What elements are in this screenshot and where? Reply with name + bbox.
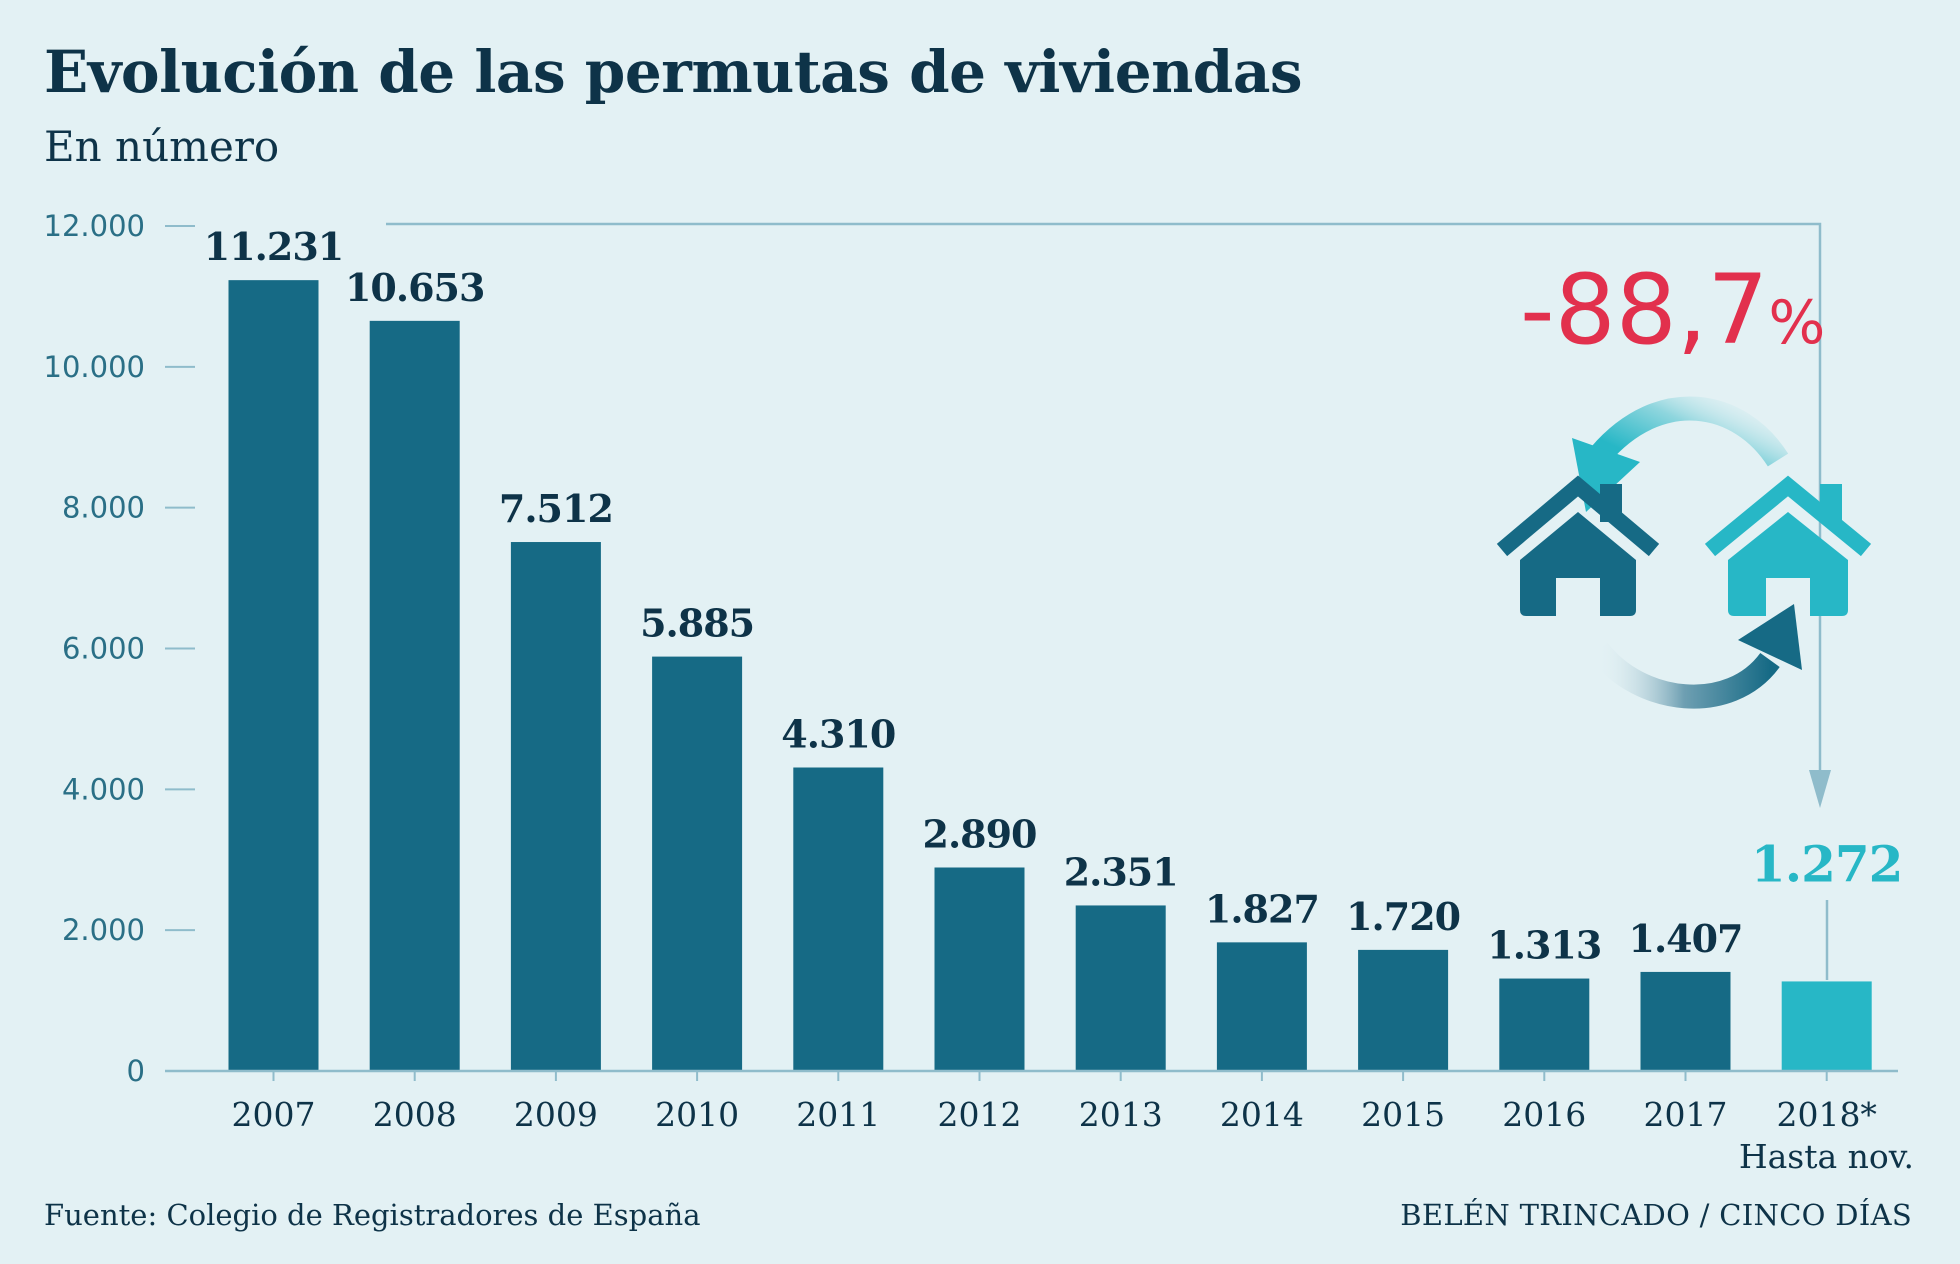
x-tick-label: 2010 [655,1095,739,1134]
bar-2012 [934,867,1025,1071]
y-tick-label: 10.000 [44,350,145,384]
y-tick-label: 0 [127,1054,145,1088]
bar-2008 [369,320,460,1071]
bar-2015 [1358,949,1449,1071]
teal-house-icon [1704,475,1872,616]
chart-subtitle: En número [44,122,280,171]
bars [228,280,1872,1072]
change-percentage: -88,7% [1520,254,1825,366]
bar-2014 [1216,942,1307,1071]
value-label-2010: 5.885 [640,601,754,646]
value-label-2013: 2.351 [1064,849,1178,894]
x-tick-label: 2014 [1220,1095,1304,1134]
x-tick-label: 2017 [1644,1095,1728,1134]
value-label-2009: 7.512 [499,486,613,531]
y-axis: 0 2.000 4.000 6.000 8.000 10.000 12.000 [44,209,195,1088]
value-label-2017: 1.407 [1629,916,1743,961]
value-label-2012: 2.890 [923,811,1037,856]
x-tick-label: 2013 [1079,1095,1163,1134]
x-tick-label: 2018* [1776,1095,1876,1134]
value-label-2007: 11.231 [204,224,343,269]
value-label-2018: 1.272 [1751,834,1903,893]
x-tick-label: 2007 [232,1095,316,1134]
x-axis: 2007 2008 2009 2010 2011 2012 2013 2014 2015 2016… [165,1069,1914,1176]
bar-2009 [510,542,601,1071]
x-tick-label: 2015 [1361,1095,1445,1134]
dark-house-icon [1496,475,1660,616]
source-note: Fuente: Colegio de Registradores de Espa… [44,1198,701,1232]
x-tick-label: 2008 [373,1095,457,1134]
bar-2016 [1499,978,1590,1071]
x-tick-label: 2012 [938,1095,1022,1134]
y-tick-label: 12.000 [44,209,145,243]
bar-2017 [1640,971,1731,1071]
value-label-2015: 1.720 [1346,894,1460,939]
x-tick-label: 2009 [514,1095,598,1134]
y-tick-label: 8.000 [62,491,145,525]
credit-note: BELÉN TRINCADO / CINCO DÍAS [1400,1198,1912,1232]
y-tick-label: 4.000 [62,772,145,806]
value-label-2011: 4.310 [781,712,895,757]
bar-2013 [1075,905,1166,1071]
chart-title: Evolución de las permutas de viviendas [44,38,1303,106]
category-note: Hasta nov. [1739,1137,1914,1176]
y-tick-label: 6.000 [62,632,145,666]
bar-2011 [793,767,884,1071]
value-label-2016: 1.313 [1487,923,1601,968]
y-tick-label: 2.000 [62,913,145,947]
x-tick-label: 2011 [796,1095,880,1134]
bar-2018 [1781,981,1872,1071]
x-tick-label: 2016 [1502,1095,1586,1134]
bar-2010 [652,656,743,1071]
bar-2007 [228,280,319,1072]
house-exchange-icon [1496,396,1872,709]
value-label-2008: 10.653 [345,265,484,310]
value-label-2014: 1.827 [1205,886,1319,931]
